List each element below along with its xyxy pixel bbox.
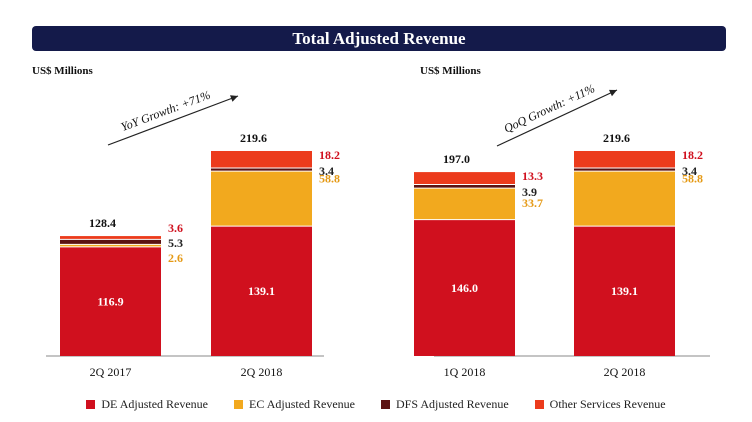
legend-item-ec: EC Adjusted Revenue — [234, 397, 355, 412]
legend-label-other: Other Services Revenue — [549, 396, 666, 411]
legend-swatch-de — [86, 399, 96, 409]
chart-title: Total Adjusted Revenue — [292, 28, 466, 48]
data-label-de: 139.1 — [248, 284, 275, 298]
unit-label: US$ Millions — [420, 65, 482, 77]
data-label-other: 3.6 — [168, 221, 183, 235]
bar-segment-other — [60, 236, 161, 240]
category-label: 2Q 2018 — [604, 365, 646, 379]
legend-item-dfs: DFS Adjusted Revenue — [381, 397, 509, 412]
legend: DE Adjusted Revenue EC Adjusted Revenue … — [0, 394, 752, 414]
legend-label-de: DE Adjusted Revenue — [101, 396, 209, 411]
data-label-dfs: 5.3 — [168, 236, 183, 250]
data-label-dfs: 3.4 — [682, 164, 697, 178]
bar-segment-ec — [60, 244, 161, 247]
category-label: 2Q 2018 — [241, 365, 283, 379]
chart-title-banner: Total Adjusted Revenue — [32, 26, 726, 51]
data-label-other: 18.2 — [319, 148, 340, 162]
category-label: 2Q 2017 — [90, 365, 132, 379]
bar-segment-ec — [414, 188, 515, 220]
bar-segment-dfs — [60, 239, 161, 245]
growth-label: QoQ Growth: +11% — [502, 81, 597, 135]
bar-segment-de — [60, 246, 161, 356]
bar-segment-de — [211, 226, 312, 356]
data-label-ec: 58.8 — [682, 172, 703, 186]
legend-swatch-other — [534, 399, 544, 409]
legend-swatch-ec — [234, 399, 244, 409]
bar-segment-de — [574, 226, 675, 356]
unit-label: US$ Millions — [32, 65, 94, 77]
data-label-ec: 2.6 — [168, 251, 183, 265]
bar-segment-ec — [574, 171, 675, 227]
bar-segment-de — [414, 219, 515, 356]
data-label-dfs: 3.9 — [522, 185, 537, 199]
data-label-de: 139.1 — [611, 284, 638, 298]
bar-segment-other — [414, 172, 515, 185]
legend-item-other: Other Services Revenue — [534, 396, 666, 412]
data-label-ec: 58.8 — [319, 172, 340, 186]
bar-segment-other — [211, 150, 312, 168]
data-label-total: 197.0 — [443, 152, 470, 166]
data-label-ec: 33.7 — [522, 196, 543, 210]
data-label-other: 18.2 — [682, 148, 703, 162]
growth-arrowhead — [230, 95, 238, 102]
legend-swatch-dfs — [381, 399, 390, 409]
legend-label-dfs: DFS Adjusted Revenue — [396, 396, 509, 411]
bar-segment-other — [574, 150, 675, 168]
data-label-dfs: 3.4 — [319, 164, 334, 178]
data-label-total: 128.4 — [89, 216, 116, 230]
data-label-other: 13.3 — [522, 169, 543, 183]
data-label-total: 219.6 — [603, 131, 630, 145]
data-label-de: 116.9 — [97, 294, 123, 308]
bar-segment-ec — [211, 171, 312, 227]
bar-segment-dfs — [414, 184, 515, 189]
legend-label-ec: EC Adjusted Revenue — [249, 396, 355, 411]
category-label: 1Q 2018 — [444, 365, 486, 379]
data-label-total: 219.6 — [240, 131, 267, 145]
data-label-de: 146.0 — [451, 281, 478, 295]
bar-segment-dfs — [211, 167, 312, 172]
legend-item-de: DE Adjusted Revenue — [86, 397, 208, 412]
growth-arrow — [107, 95, 239, 146]
growth-arrow — [496, 89, 618, 147]
bar-segment-dfs — [574, 167, 675, 172]
growth-arrowhead — [609, 89, 617, 97]
